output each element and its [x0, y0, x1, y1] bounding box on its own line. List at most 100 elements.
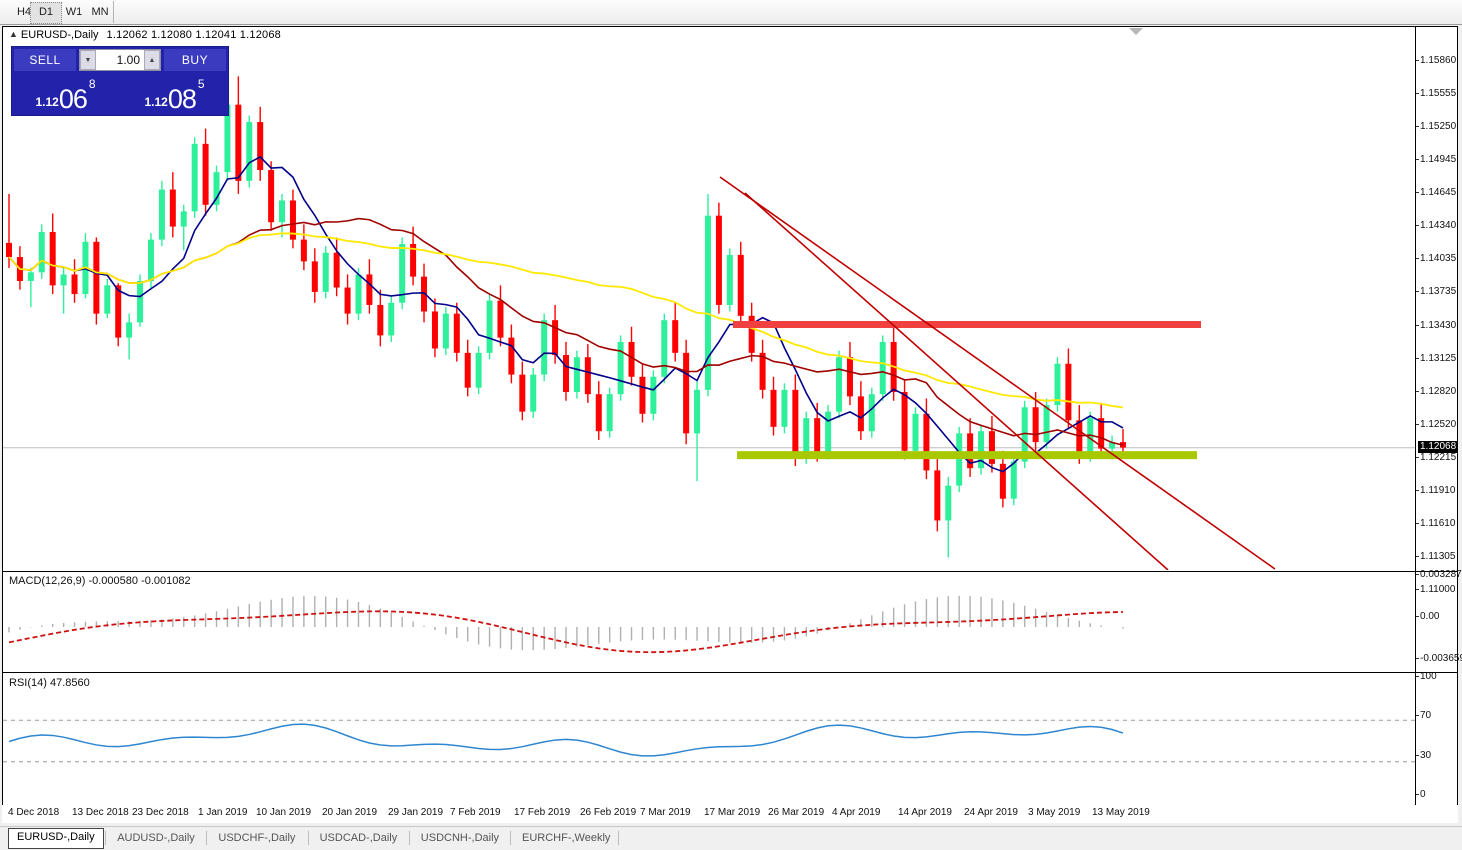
sell-button[interactable]: SELL: [14, 49, 76, 71]
price-tick: 1.14945: [1415, 154, 1457, 166]
panel-divider-macd: [3, 571, 1457, 572]
rsi-tick: 70: [1415, 710, 1432, 722]
ma-slow-line: [8, 232, 1124, 409]
rsi-tick: 100: [1416, 671, 1437, 682]
trendline-upper: [719, 176, 1276, 570]
toolbar-divider: [113, 1, 114, 23]
time-tick: 23 Dec 2018: [132, 807, 189, 818]
price-tick: 1.14340: [1415, 220, 1457, 232]
tab-divider: [206, 831, 208, 845]
oct-quotes-row: 1.12 06 8 1.12 08 5: [12, 73, 228, 115]
chart-shift-marker-icon[interactable]: [1129, 28, 1143, 35]
buy-price-big: 08: [167, 84, 197, 114]
time-tick: 13 May 2019: [1092, 807, 1150, 818]
price-tick: 1.14035: [1415, 253, 1457, 265]
timeframe-toolbar: H4 D1 W1 MN: [0, 0, 1462, 25]
axis-divider-rsi: [1416, 672, 1458, 673]
tab-divider: [408, 831, 410, 845]
chart-symbol-label: EURUSD-,Daily: [20, 29, 99, 41]
sell-price-big: 06: [58, 84, 88, 114]
ma-mid-line: [8, 217, 1124, 446]
chart-ohlc-values: 1.12062 1.12080 1.12041 1.12068: [106, 29, 281, 41]
price-tick: 1.11610: [1415, 517, 1456, 529]
buy-button[interactable]: BUY: [164, 49, 226, 71]
price-tick: 1.11000: [1415, 584, 1456, 595]
rsi-tick: 0: [1416, 789, 1426, 800]
timeframe-w1[interactable]: W1: [65, 6, 83, 18]
time-tick: 7 Feb 2019: [450, 807, 501, 818]
time-tick: 4 Dec 2018: [8, 807, 60, 818]
chart-tab-eurusd[interactable]: EURUSD-,Daily: [8, 828, 104, 849]
time-tick: 26 Mar 2019: [768, 807, 825, 818]
rsi-tick: 30: [1415, 749, 1432, 761]
macd-label: MACD(12,26,9) -0.000580 -0.001082: [9, 575, 191, 587]
time-tick: 3 May 2019: [1028, 807, 1081, 818]
time-tick: 17 Mar 2019: [704, 807, 761, 818]
price-tick: 1.12520: [1415, 418, 1457, 430]
chart-tab-eurchf[interactable]: EURCHF-,Weekly: [522, 832, 611, 844]
price-tick: 1.14645: [1415, 187, 1457, 199]
buy-price-quote[interactable]: 1.12 08 5: [119, 73, 228, 115]
buy-price-prefix: 1.12: [144, 95, 168, 109]
buy-price-fraction: 5: [197, 77, 205, 91]
time-tick: 20 Jan 2019: [322, 807, 378, 818]
oct-controls-row: SELL ▼ 1.00 ▲ BUY: [12, 47, 228, 73]
time-tick: 13 Dec 2018: [72, 807, 129, 818]
chart-tab-usdcad[interactable]: USDCAD-,Daily: [319, 832, 398, 844]
chevron-down-icon[interactable]: ▼: [80, 50, 96, 70]
price-tick: 1.13125: [1415, 352, 1457, 364]
macd-histogram: [8, 595, 1124, 651]
axis-divider-macd: [1416, 571, 1458, 572]
chart-canvas[interactable]: ▲ EURUSD-,Daily 1.12062 1.12080 1.12041 1.…: [2, 26, 1462, 821]
rsi-label: RSI(14) 47.8560: [9, 677, 90, 689]
tab-divider: [105, 831, 107, 845]
time-tick: 26 Feb 2019: [580, 807, 637, 818]
macd-tick: 0.00: [1415, 611, 1440, 622]
volume-stepper[interactable]: ▼ 1.00 ▲: [79, 49, 161, 71]
rsi-line: [8, 723, 1124, 757]
time-tick: 17 Feb 2019: [514, 807, 571, 818]
price-tick: 1.13430: [1415, 319, 1457, 331]
price-tick: 1.11910: [1415, 484, 1456, 496]
price-tick: 1.15860: [1415, 55, 1457, 66]
timeframe-d1[interactable]: D1: [30, 2, 62, 24]
time-tick: 10 Jan 2019: [256, 807, 312, 818]
tab-divider: [307, 831, 309, 845]
time-tick: 29 Jan 2019: [388, 807, 444, 818]
price-tick: 1.13735: [1415, 286, 1457, 298]
chart-tab-usdcnh[interactable]: USDCNH-,Daily: [420, 832, 500, 844]
price-axis[interactable]: 1.15860 1.15555 1.15250 1.14945 1.14645 1.143…: [1415, 27, 1462, 820]
chart-tabbar: EURUSD-,Daily AUDUSD-,Daily USDCHF-,Daily U…: [0, 826, 1462, 850]
triangle-up-icon[interactable]: ▲: [9, 29, 18, 39]
macd-panel[interactable]: MACD(12,26,9) -0.000580 -0.001082: [3, 573, 1415, 671]
macd-signal-line: [8, 610, 1124, 654]
chart-tab-usdchf[interactable]: USDCHF-,Daily: [218, 832, 296, 844]
chart-tab-audusd[interactable]: AUDUSD-,Daily: [117, 832, 195, 844]
volume-input[interactable]: 1.00: [116, 53, 140, 67]
price-tick: 1.12215: [1415, 451, 1457, 463]
chart-title: ▲ EURUSD-,Daily 1.12062 1.12080 1.12041 1.…: [9, 29, 281, 41]
time-tick: 7 Mar 2019: [640, 807, 691, 818]
timeframe-h4[interactable]: H4: [16, 6, 32, 18]
price-tick: 1.12820: [1415, 385, 1457, 397]
timeframe-mn[interactable]: MN: [91, 6, 109, 18]
tab-divider: [617, 831, 619, 845]
trendline-lower: [744, 192, 1169, 570]
panel-divider-rsi: [3, 672, 1457, 673]
one-click-trading-panel[interactable]: SELL ▼ 1.00 ▲ BUY 1.12 06 8 1.12 08 5: [11, 46, 229, 116]
macd-tick: 0.003287: [1416, 569, 1462, 580]
rsi-panel[interactable]: RSI(14) 47.8560: [3, 675, 1415, 801]
tab-divider: [510, 831, 511, 845]
price-tick: 1.15555: [1415, 88, 1457, 100]
time-axis[interactable]: 4 Dec 2018 13 Dec 2018 23 Dec 2018 1 Jan 20…: [2, 805, 1458, 823]
price-panel[interactable]: [3, 27, 1415, 570]
candle-series: [6, 76, 1126, 558]
time-tick: 1 Jan 2019: [198, 807, 248, 818]
time-tick: 24 Apr 2019: [964, 807, 1018, 818]
price-tick: 1.15250: [1415, 121, 1457, 133]
sell-price-fraction: 8: [88, 77, 96, 91]
sell-price-quote[interactable]: 1.12 06 8: [12, 73, 119, 115]
chevron-up-icon[interactable]: ▲: [144, 50, 160, 70]
current-price-label: 1.12068: [1418, 441, 1459, 453]
